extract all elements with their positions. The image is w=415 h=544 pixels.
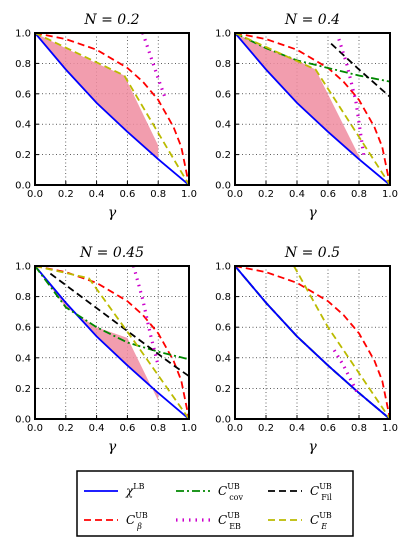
legend-label: CUB E bbox=[310, 511, 332, 531]
series-line bbox=[35, 266, 189, 419]
series-line bbox=[235, 33, 390, 185]
series-line bbox=[235, 266, 390, 419]
x-tick-label: 0.0 bbox=[227, 423, 243, 434]
legend-label: CUB EB bbox=[218, 511, 241, 531]
y-tick-label: 0.4 bbox=[215, 120, 231, 131]
y-tick-label: 0.4 bbox=[15, 120, 31, 131]
legend: χLB CUB cov CUB Fil CUB β CUB EB CUB E bbox=[76, 470, 354, 537]
legend-box bbox=[76, 470, 354, 537]
series-line bbox=[235, 33, 390, 185]
y-tick-label: 0.6 bbox=[215, 323, 231, 334]
x-tick-label: 0.8 bbox=[351, 423, 367, 434]
series-line bbox=[49, 272, 189, 377]
x-tick-label: 0.6 bbox=[119, 423, 135, 434]
y-tick-label: 0.2 bbox=[15, 384, 31, 395]
x-tick-label: 0.0 bbox=[27, 189, 43, 200]
panel-1: 0.0 0.2 0.4 0.6 0.8 1.0 0.0 0.2 0.4 0.6 0.8 1.0 N = … bbox=[15, 12, 197, 221]
series-line bbox=[337, 38, 366, 155]
panel-title: N = 0.5 bbox=[284, 245, 340, 261]
x-axis-label: γ bbox=[108, 205, 117, 221]
legend-label: CUB cov bbox=[218, 482, 244, 502]
series-line bbox=[332, 349, 361, 397]
series-line bbox=[235, 33, 390, 185]
series-line bbox=[235, 266, 390, 419]
y-tick-label: 0.0 bbox=[15, 415, 31, 426]
y-tick-label: 0.6 bbox=[215, 89, 231, 100]
series-line bbox=[35, 33, 189, 185]
feasible-region bbox=[235, 33, 363, 163]
plot-frame bbox=[34, 32, 190, 186]
x-axis-label: γ bbox=[308, 205, 317, 221]
series-line bbox=[235, 266, 390, 419]
panel-3: 0.0 0.2 0.4 0.6 0.8 1.0 0.0 0.2 0.4 0.6 0.8 1.0 N = … bbox=[15, 245, 197, 455]
y-tick-label: 0.0 bbox=[215, 415, 231, 426]
feasible-region bbox=[35, 33, 159, 160]
legend-label: CUB Fil bbox=[310, 482, 332, 502]
panel-4: 0.0 0.2 0.4 0.6 0.8 1.0 0.0 0.2 0.4 0.6 0.8 1.0 N = … bbox=[215, 245, 398, 455]
x-tick-label: 0.4 bbox=[289, 189, 305, 200]
y-tick-label: 0.2 bbox=[215, 384, 231, 395]
y-tick-label: 1.0 bbox=[15, 262, 31, 273]
x-tick-label: 0.8 bbox=[150, 423, 166, 434]
x-tick-label: 1.0 bbox=[382, 423, 398, 434]
x-tick-label: 0.0 bbox=[27, 423, 43, 434]
series-line bbox=[35, 266, 189, 419]
y-tick-label: 0.6 bbox=[15, 323, 31, 334]
x-tick-label: 0.6 bbox=[119, 189, 135, 200]
y-tick-label: 0.2 bbox=[15, 150, 31, 161]
x-tick-label: 0.4 bbox=[89, 189, 105, 200]
y-tick-label: 0.2 bbox=[215, 150, 231, 161]
x-tick-label: 0.8 bbox=[150, 189, 166, 200]
panel-title: N = 0.45 bbox=[79, 245, 144, 261]
y-tick-label: 0.8 bbox=[15, 59, 31, 70]
series-line bbox=[141, 33, 168, 101]
plot-frame bbox=[234, 265, 391, 420]
y-tick-label: 0.6 bbox=[15, 89, 31, 100]
panel-2: 0.0 0.2 0.4 0.6 0.8 1.0 0.0 0.2 0.4 0.6 0.8 1.0 N = … bbox=[215, 12, 398, 221]
x-tick-label: 0.2 bbox=[58, 423, 74, 434]
x-tick-label: 0.8 bbox=[351, 189, 367, 200]
legend-label: χLB bbox=[125, 482, 145, 498]
legend-label: CUB β bbox=[126, 511, 148, 531]
plot-frame bbox=[234, 32, 391, 186]
y-tick-label: 1.0 bbox=[15, 29, 31, 40]
series-line bbox=[293, 266, 390, 419]
y-tick-label: 0.0 bbox=[215, 181, 231, 192]
y-tick-label: 0.4 bbox=[15, 353, 31, 364]
x-axis-label: γ bbox=[108, 439, 117, 455]
x-tick-label: 0.2 bbox=[58, 189, 74, 200]
x-tick-label: 0.4 bbox=[89, 423, 105, 434]
panel-title: N = 0.2 bbox=[83, 12, 139, 28]
x-tick-label: 0.6 bbox=[320, 423, 336, 434]
y-tick-label: 0.4 bbox=[215, 353, 231, 364]
series-line bbox=[35, 266, 189, 419]
series-line bbox=[35, 266, 189, 361]
x-tick-label: 0.4 bbox=[289, 423, 305, 434]
x-tick-label: 1.0 bbox=[181, 189, 197, 200]
series-line bbox=[330, 42, 390, 98]
series-line bbox=[235, 266, 390, 419]
x-tick-label: 0.0 bbox=[227, 189, 243, 200]
y-tick-label: 0.0 bbox=[15, 181, 31, 192]
y-tick-label: 1.0 bbox=[215, 262, 231, 273]
x-tick-label: 0.2 bbox=[258, 189, 274, 200]
y-tick-label: 0.8 bbox=[215, 292, 231, 303]
x-axis-label: γ bbox=[308, 439, 317, 455]
x-tick-label: 1.0 bbox=[181, 423, 197, 434]
plot-frame bbox=[34, 265, 190, 420]
y-tick-label: 0.8 bbox=[215, 59, 231, 70]
x-tick-label: 0.2 bbox=[258, 423, 274, 434]
y-tick-label: 0.8 bbox=[15, 292, 31, 303]
x-tick-label: 0.6 bbox=[320, 189, 336, 200]
series-line bbox=[132, 266, 160, 366]
feasible-region bbox=[35, 266, 159, 401]
x-tick-label: 1.0 bbox=[382, 189, 398, 200]
y-tick-label: 1.0 bbox=[215, 29, 231, 40]
series-line bbox=[35, 33, 189, 185]
panel-title: N = 0.4 bbox=[284, 12, 340, 28]
